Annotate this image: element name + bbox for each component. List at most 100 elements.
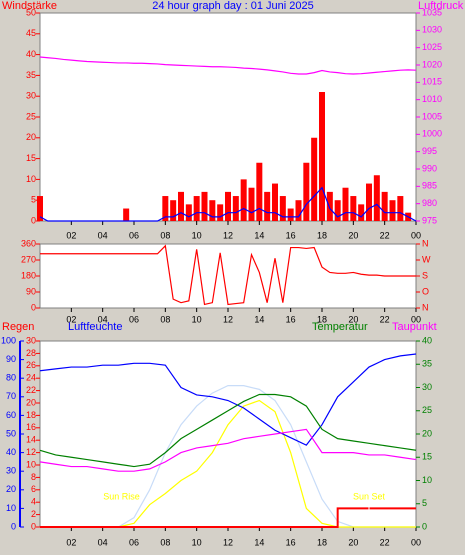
y-tick-label: 40 xyxy=(26,49,36,59)
series-line xyxy=(40,244,416,306)
x-tick-label: 04 xyxy=(98,230,108,240)
y4-axis-label: Taupunkt xyxy=(392,321,437,333)
x-tick-label: 02 xyxy=(66,314,76,324)
y-axis-label: Windstärke xyxy=(2,0,57,12)
y-tick-label: 5 xyxy=(31,195,36,205)
x-tick-label: 16 xyxy=(286,537,296,547)
y-tick-label: 985 xyxy=(422,181,437,191)
y-tick-label: 45 xyxy=(26,28,36,38)
y-tick-label: 10 xyxy=(26,174,36,184)
x-tick-label: 14 xyxy=(254,537,264,547)
y2-axis-label: Temperatur xyxy=(312,321,368,333)
y-tick-label: 26 xyxy=(26,360,36,370)
y-tick-label: 6 xyxy=(31,484,36,494)
x-tick-label: 14 xyxy=(254,230,264,240)
y-tick-label: 14 xyxy=(26,435,36,445)
y-tick-label: 50 xyxy=(26,7,36,17)
x-tick-label: 20 xyxy=(348,230,358,240)
y-tick-label: 70 xyxy=(6,391,16,401)
x-tick-label: 18 xyxy=(317,230,327,240)
series-line xyxy=(39,353,417,446)
series-line xyxy=(39,393,417,468)
x-tick-label: 08 xyxy=(160,314,170,324)
y-tick-label: 40 xyxy=(6,447,16,457)
x-tick-label: 06 xyxy=(129,230,139,240)
y-tick-label: 20 xyxy=(422,428,432,438)
annotation: Sun Rise xyxy=(103,491,140,501)
y-tick-label: 35 xyxy=(26,70,36,80)
series-line xyxy=(40,507,416,528)
y-tick-label: 360 xyxy=(21,238,36,248)
y-tick-label: 20 xyxy=(26,397,36,407)
y-tick-label: 20 xyxy=(26,132,36,142)
y-tick-label: 40 xyxy=(422,335,432,345)
y-tick-label: 12 xyxy=(26,447,36,457)
y-tick-label: 0 xyxy=(31,215,36,225)
chart-title: 24 hour graph day : 01 Juni 2025 xyxy=(152,0,313,12)
y-tick-label: 2 xyxy=(31,509,36,519)
y-tick-label: N xyxy=(422,302,429,312)
y-tick-label: 5 xyxy=(422,498,427,508)
plot-area xyxy=(39,12,417,222)
y-tick-label: 0 xyxy=(422,521,427,531)
y-tick-label: 990 xyxy=(422,163,437,173)
x-tick-label: 04 xyxy=(98,537,108,547)
x-tick-label: 22 xyxy=(380,314,390,324)
x-tick-label: 22 xyxy=(380,230,390,240)
x-tick-label: 10 xyxy=(192,314,202,324)
y-tick-label: 0 xyxy=(11,521,16,531)
y2-axis-label: Luftdruck xyxy=(418,0,464,12)
y-tick-label: 10 xyxy=(6,503,16,513)
y-tick-label: 995 xyxy=(422,146,437,156)
y-tick-label: 30 xyxy=(422,382,432,392)
series-line xyxy=(39,186,417,222)
y-tick-label: 20 xyxy=(6,484,16,494)
y-tick-label: 0 xyxy=(31,521,36,531)
y-tick-label: 28 xyxy=(26,348,36,358)
y-tick-label: O xyxy=(422,286,429,296)
y-tick-label: 50 xyxy=(6,428,16,438)
y-tick-label: 15 xyxy=(26,153,36,163)
y-tick-label: 18 xyxy=(26,410,36,420)
y-tick-label: 16 xyxy=(26,422,36,432)
y-tick-label: 90 xyxy=(26,286,36,296)
y-tick-label: N xyxy=(422,238,429,248)
x-tick-label: 10 xyxy=(192,230,202,240)
x-tick-label: 10 xyxy=(192,537,202,547)
x-tick-label: 04 xyxy=(98,314,108,324)
x-tick-label: 02 xyxy=(66,537,76,547)
x-tick-label: 06 xyxy=(129,314,139,324)
y-tick-label: 15 xyxy=(422,452,432,462)
y-tick-label: 8 xyxy=(31,472,36,482)
y-tick-label: 1035 xyxy=(422,7,442,17)
y-tick-label: 30 xyxy=(6,466,16,476)
y-tick-label: 100 xyxy=(1,335,16,345)
plot-area xyxy=(39,243,417,309)
x-tick-label: 02 xyxy=(66,230,76,240)
x-tick-label: 08 xyxy=(160,537,170,547)
y-tick-label: 80 xyxy=(6,373,16,383)
y-tick-label: 980 xyxy=(422,198,437,208)
y-tick-label: 1005 xyxy=(422,111,442,121)
y-tick-label: 1010 xyxy=(422,94,442,104)
x-tick-label: 18 xyxy=(317,314,327,324)
x-tick-label: 22 xyxy=(380,537,390,547)
y-tick-label: 975 xyxy=(422,215,437,225)
y-tick-label: 1000 xyxy=(422,129,442,139)
y-tick-label: 180 xyxy=(21,270,36,280)
y-tick-label: 30 xyxy=(26,335,36,345)
x-tick-label: 00 xyxy=(411,537,421,547)
series-line xyxy=(39,428,417,472)
y3-axis-label: Luftfeuchte xyxy=(68,321,122,333)
y-tick-label: 0 xyxy=(31,302,36,312)
y-tick-label: 24 xyxy=(26,373,36,383)
x-tick-label: 12 xyxy=(223,230,233,240)
y-tick-label: 22 xyxy=(26,385,36,395)
y-tick-label: W xyxy=(422,254,431,264)
plot-area xyxy=(39,340,417,528)
x-tick-label: 06 xyxy=(129,537,139,547)
y-tick-label: 270 xyxy=(21,254,36,264)
x-tick-label: 12 xyxy=(223,537,233,547)
x-tick-label: 20 xyxy=(348,537,358,547)
